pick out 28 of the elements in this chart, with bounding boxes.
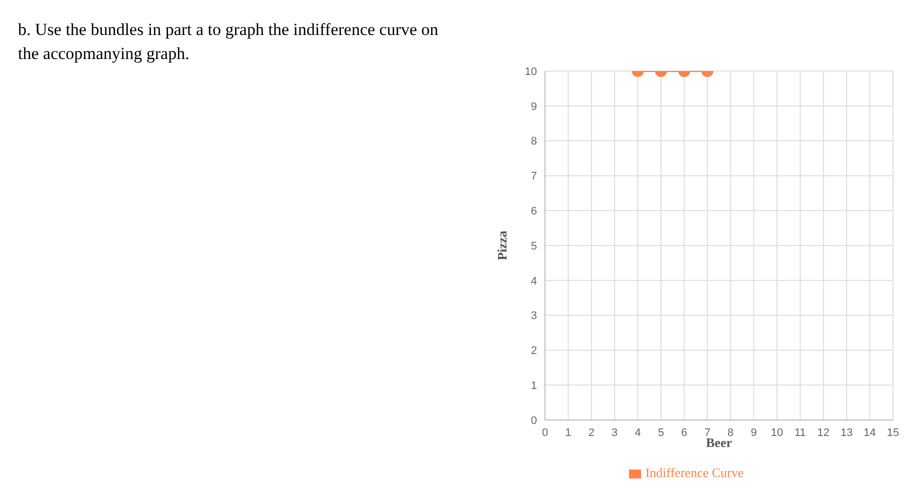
x-tick-label: 5	[658, 426, 664, 439]
x-tick-label: 6	[681, 426, 688, 439]
x-tick-label: 12	[817, 426, 830, 439]
y-tick-label: 4	[530, 275, 537, 288]
y-tick-label: 2	[530, 345, 537, 358]
y-tick-label: 0	[530, 414, 537, 427]
x-tick-label: 2	[588, 426, 594, 439]
x-tick-label: 1	[565, 426, 572, 439]
x-tick-label: 11	[794, 426, 806, 439]
y-axis-title: Pizza	[494, 230, 510, 260]
y-tick-label: 3	[530, 310, 537, 322]
x-tick-label: 4	[634, 426, 641, 439]
y-tick-label: 1	[530, 380, 537, 392]
x-tick-label: 14	[864, 426, 876, 439]
y-tick-label: 8	[530, 136, 537, 148]
y-tick-label: 10	[524, 66, 537, 78]
x-tick-label: 3	[612, 426, 618, 439]
x-tick-label: 0	[542, 426, 548, 439]
y-tick-label: 5	[530, 240, 537, 252]
x-tick-label: 9	[750, 426, 757, 439]
x-tick-label: 10	[770, 426, 784, 439]
y-tick-label: 6	[530, 206, 537, 218]
y-tick-label: 7	[530, 170, 537, 183]
x-tick-label: 15	[886, 426, 900, 439]
x-tick-label: 13	[840, 426, 853, 439]
y-tick-label: 9	[530, 100, 537, 113]
legend-label: Indifference Curve	[645, 465, 744, 480]
text: b. Use the bundles in part a to graph the indifference curve on the accopmanying graph.	[18, 19, 440, 65]
